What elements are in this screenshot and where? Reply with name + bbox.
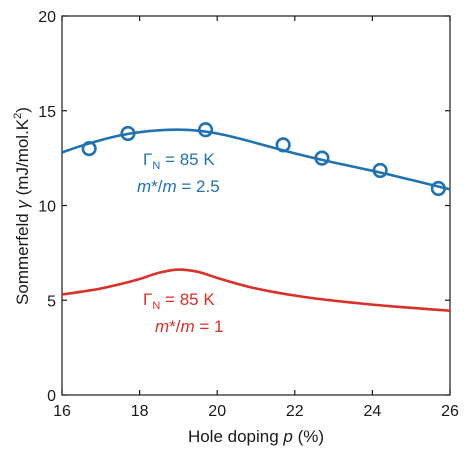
y-axis-ticks: 0 5 10 15 20	[38, 9, 450, 405]
series-line-0	[62, 130, 450, 190]
series-line-1	[62, 270, 450, 311]
blue-mass-value: = 2.5	[177, 177, 220, 196]
red-annotation-mass-line: m*/m = 1	[155, 317, 224, 336]
x-tick-label: 18	[131, 403, 149, 420]
data-point-marker	[199, 123, 212, 136]
x-tick-label: 22	[286, 403, 304, 420]
blue-annotation-sub: N	[152, 160, 160, 172]
blue-annotation-mass-line: m*/m = 2.5	[137, 177, 220, 196]
y-axis-label-close: )	[13, 107, 32, 113]
y-tick-label: 5	[47, 293, 56, 310]
blue-annotation-rest: = 85 K	[160, 150, 215, 169]
x-axis-label-variable: p	[282, 427, 292, 446]
blue-mass-m2: m	[163, 177, 177, 196]
red-annotation-gamma: Γ	[143, 290, 152, 309]
y-axis-label: Sommerfeld γ (mJ/mol.K2)	[12, 107, 32, 305]
blue-annotation-gamma-line: ΓN = 85 K	[143, 150, 215, 172]
x-axis-ticks: 16 18 20 22 24 26	[53, 16, 459, 420]
y-tick-label: 0	[47, 388, 56, 405]
red-mass-m: m	[155, 317, 169, 336]
plot-frame	[62, 16, 450, 395]
x-tick-label: 16	[53, 403, 71, 420]
x-tick-label: 20	[208, 403, 226, 420]
y-axis-label-prefix: Sommerfeld	[13, 209, 32, 305]
red-annotation-gamma-line: ΓN = 85 K	[143, 290, 215, 312]
blue-mass-star: */	[151, 177, 163, 196]
x-axis-label-unit: (%)	[293, 427, 324, 446]
blue-annotation-gamma: Γ	[143, 150, 152, 169]
x-axis-label: Hole doping p (%)	[188, 427, 324, 446]
series-layer	[62, 123, 450, 310]
blue-mass-m: m	[137, 177, 151, 196]
y-tick-label: 10	[38, 199, 56, 216]
red-mass-star: */	[169, 317, 181, 336]
y-tick-label: 20	[38, 9, 56, 26]
x-axis-label-prefix: Hole doping	[188, 427, 283, 446]
red-annotation-rest: = 85 K	[160, 290, 215, 309]
x-tick-label: 26	[441, 403, 459, 420]
y-axis-label-unit: (mJ/mol.K	[13, 118, 32, 200]
red-annotation-sub: N	[152, 300, 160, 312]
red-mass-value: = 1	[195, 317, 224, 336]
red-mass-m2: m	[181, 317, 195, 336]
x-tick-label: 24	[364, 403, 382, 420]
y-tick-label: 15	[38, 104, 56, 121]
